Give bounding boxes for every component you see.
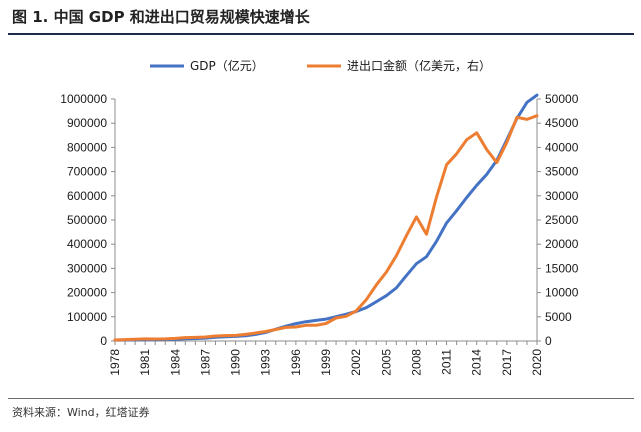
axes: 0100000200000300000400000500000600000700…: [60, 92, 578, 376]
x-tick-label: 2011: [440, 349, 454, 375]
x-tick-label: 1987: [198, 349, 212, 376]
y-right-tick-label: 30000: [545, 189, 579, 203]
legend-label-trade: 进出口金额（亿美元，右）: [347, 58, 491, 73]
x-tick-label: 1996: [289, 349, 303, 376]
x-tick-label: 2008: [409, 349, 423, 376]
x-tick-label: 1993: [259, 349, 273, 376]
y-right-tick-label: 5000: [545, 310, 572, 324]
y-right-tick-label: 0: [545, 334, 552, 348]
y-left-tick-label: 400000: [67, 237, 107, 251]
y-left-tick-label: 900000: [67, 116, 107, 130]
y-right-tick-label: 20000: [545, 237, 579, 251]
y-right-tick-label: 45000: [545, 116, 579, 130]
y-left-tick-label: 800000: [67, 140, 107, 154]
x-tick-label: 1984: [168, 349, 182, 376]
chart-title: 图 1. 中国 GDP 和进出口贸易规模快速增长: [12, 8, 310, 26]
y-right-tick-label: 25000: [545, 213, 579, 227]
series-lines: [113, 93, 539, 342]
y-left-tick-label: 100000: [67, 310, 107, 324]
x-tick-label: 1990: [229, 349, 243, 376]
y-right-tick-label: 40000: [545, 140, 579, 154]
x-tick-label: 2014: [470, 349, 484, 376]
line-chart: GDP（亿元） 进出口金额（亿美元，右） 01000002000003000004…: [60, 58, 578, 376]
y-left-tick-label: 700000: [67, 165, 107, 179]
x-tick-label: 2005: [379, 349, 393, 376]
x-tick-label: 1999: [319, 349, 333, 376]
x-tick-label: 1981: [138, 349, 152, 376]
y-left-tick-label: 0: [100, 334, 107, 348]
legend: GDP（亿元） 进出口金额（亿美元，右）: [150, 58, 491, 73]
x-tick-label: 2017: [500, 349, 514, 376]
footer-divider: [8, 398, 634, 399]
x-tick-label: 2002: [349, 349, 363, 376]
x-tick-label: 2020: [530, 349, 544, 376]
y-left-tick-label: 600000: [67, 189, 107, 203]
y-left-tick-label: 300000: [67, 261, 107, 275]
series-line-trade: [113, 114, 539, 342]
source-note: 资料来源：Wind，红塔证券: [12, 406, 150, 419]
legend-label-gdp: GDP（亿元）: [190, 58, 264, 73]
y-right-tick-label: 15000: [545, 261, 579, 275]
series-line-gdp: [113, 93, 539, 342]
y-right-tick-label: 35000: [545, 165, 579, 179]
x-tick-label: 1978: [108, 349, 122, 376]
y-left-tick-label: 1000000: [60, 92, 107, 106]
y-right-tick-label: 10000: [545, 286, 579, 300]
y-left-tick-label: 500000: [67, 213, 107, 227]
y-right-tick-label: 50000: [545, 92, 579, 106]
y-left-tick-label: 200000: [67, 286, 107, 300]
title-divider: [8, 33, 634, 35]
